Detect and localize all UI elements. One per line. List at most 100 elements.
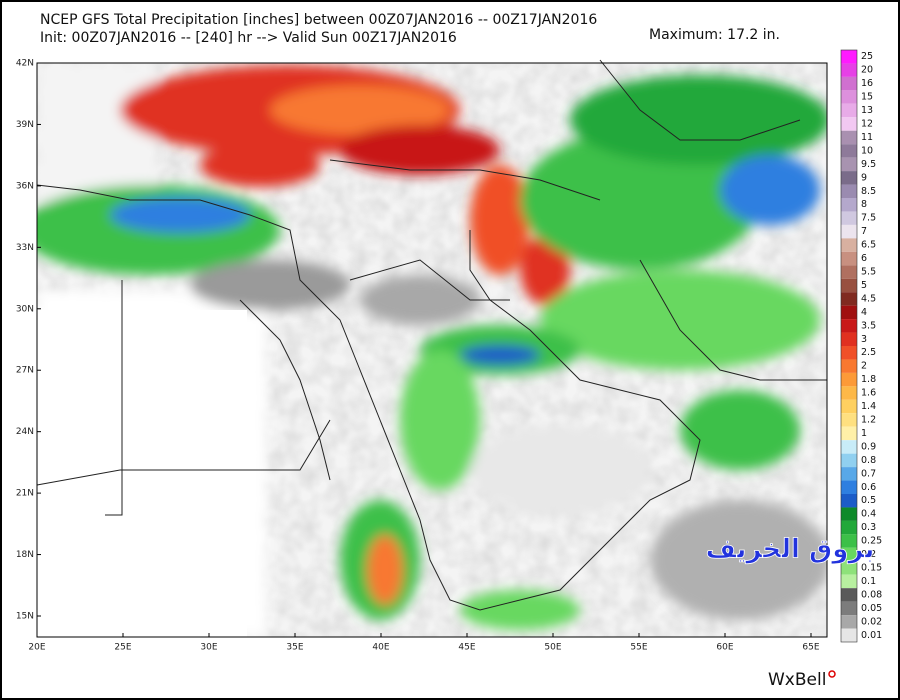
colorbar-label: 1.2 — [861, 415, 876, 426]
maximum-label: Maximum: 17.2 in. — [649, 27, 780, 43]
colorbar-swatch — [841, 399, 857, 414]
latitude-label: 24N — [16, 427, 34, 437]
axis-labels: 42N 39N 36N 33N 30N 27N 24N 21N 18N 15N 20E 25E 30E 3… — [16, 59, 820, 653]
longitude-label: 45E — [458, 643, 475, 653]
colorbar-label: 4 — [861, 307, 867, 318]
colorbar-swatch — [841, 547, 857, 562]
colorbar-label: 4.5 — [861, 293, 876, 304]
colorbar-label: 0.8 — [861, 455, 876, 466]
colorbar-label: 0.6 — [861, 482, 876, 493]
colorbar-label: 7 — [861, 226, 867, 237]
colorbar-swatch — [841, 386, 857, 400]
colorbar-border — [840, 49, 858, 643]
watermark: بروق الخريف — [706, 535, 875, 565]
colorbar-label: 1.4 — [861, 401, 876, 412]
colorbar-swatch — [841, 76, 857, 91]
colorbar-swatch — [841, 561, 857, 575]
colorbar-swatch — [841, 467, 857, 481]
longitude-label: 60E — [716, 643, 733, 653]
colorbar-label: 0.7 — [861, 468, 876, 479]
longitude-label: 35E — [286, 643, 303, 653]
colorbar-swatch — [841, 601, 857, 616]
longitude-label: 55E — [630, 643, 647, 653]
colorbar-swatch — [841, 480, 857, 494]
colorbar-swatch — [841, 440, 857, 454]
colorbar-swatch — [841, 574, 857, 589]
colorbar-swatch — [841, 50, 857, 64]
longitude-label: 50E — [544, 643, 561, 653]
colorbar-label: 2 — [861, 361, 867, 372]
colorbar-swatch — [841, 224, 857, 239]
longitude-label: 65E — [802, 643, 819, 653]
colorbar-label: 16 — [861, 78, 873, 89]
map-border — [36, 62, 828, 638]
colorbar-label: 13 — [861, 105, 873, 116]
logo: WxBell — [768, 670, 826, 690]
precipitation-field — [37, 63, 827, 637]
colorbar-swatch — [841, 292, 857, 306]
coastlines-borders — [36, 59, 827, 611]
colorbar-label: 0.3 — [861, 522, 876, 533]
colorbar-swatch — [841, 90, 857, 104]
colorbar-swatch — [841, 157, 857, 172]
colorbar-label: 25 — [861, 51, 873, 62]
colorbar-swatch — [841, 520, 857, 535]
colorbar-label: 0.01 — [861, 630, 882, 641]
colorbar-label: 0.15 — [861, 563, 882, 574]
colorbar-label: 10 — [861, 145, 873, 156]
colorbar-label: 9 — [861, 172, 867, 183]
colorbar-swatch — [841, 359, 857, 373]
colorbar-label: 0.05 — [861, 603, 882, 614]
colorbar-label: 5 — [861, 280, 867, 291]
colorbar-swatch — [841, 278, 857, 293]
colorbar-label: 1.8 — [861, 374, 876, 385]
title-line-2: Init: 00Z07JAN2016 -- [240] hr --> Valid… — [40, 30, 457, 46]
colorbar-label: 1 — [861, 428, 867, 439]
colorbar-label: 6 — [861, 253, 867, 264]
colorbar-label: 0.2 — [861, 549, 876, 560]
colorbar-swatch — [841, 171, 857, 185]
colorbar-label: 9.5 — [861, 159, 876, 170]
latitude-label: 33N — [16, 243, 34, 253]
colorbar-label: 0.1 — [861, 576, 876, 587]
colorbar-label: 0.4 — [861, 509, 876, 520]
colorbar-label: 8.5 — [861, 186, 876, 197]
colorbar-label: 7.5 — [861, 213, 876, 224]
colorbar-swatch — [841, 346, 857, 360]
latitude-label: 30N — [16, 304, 34, 314]
colorbar-label: 2.5 — [861, 347, 876, 358]
colorbar-swatch — [841, 319, 857, 333]
colorbar-swatch — [841, 413, 857, 427]
colorbar-label: 6.5 — [861, 240, 876, 251]
colorbar: 25201615131211109.598.587.576.565.554.54… — [840, 49, 882, 643]
colorbar-label: 11 — [861, 132, 873, 143]
latitude-label: 15N — [16, 612, 34, 622]
colorbar-swatch — [841, 453, 857, 468]
longitude-label: 25E — [114, 643, 131, 653]
colorbar-swatch — [841, 534, 857, 548]
title-line-1: NCEP GFS Total Precipitation [inches] be… — [40, 12, 597, 28]
latitude-label: 36N — [16, 181, 34, 191]
colorbar-swatch — [841, 198, 857, 212]
colorbar-label: 12 — [861, 119, 873, 130]
colorbar-swatch — [841, 507, 857, 521]
colorbar-swatch — [841, 372, 857, 387]
colorbar-label: 0.9 — [861, 441, 876, 452]
colorbar-label: 15 — [861, 92, 873, 103]
colorbar-swatch — [841, 144, 857, 158]
colorbar-label: 3.5 — [861, 320, 876, 331]
longitude-label: 30E — [200, 643, 217, 653]
latitude-label: 27N — [16, 366, 34, 376]
colorbar-swatch — [841, 238, 857, 252]
colorbar-label: 20 — [861, 65, 873, 76]
colorbar-label: 1.6 — [861, 388, 876, 399]
colorbar-swatch — [841, 130, 857, 145]
colorbar-swatch — [841, 588, 857, 602]
colorbar-label: 0.02 — [861, 616, 882, 627]
colorbar-swatch — [841, 184, 857, 198]
colorbar-swatch — [841, 251, 857, 266]
colorbar-swatch — [841, 426, 857, 441]
colorbar-label: 8 — [861, 199, 867, 210]
latitude-label: 39N — [16, 120, 34, 130]
